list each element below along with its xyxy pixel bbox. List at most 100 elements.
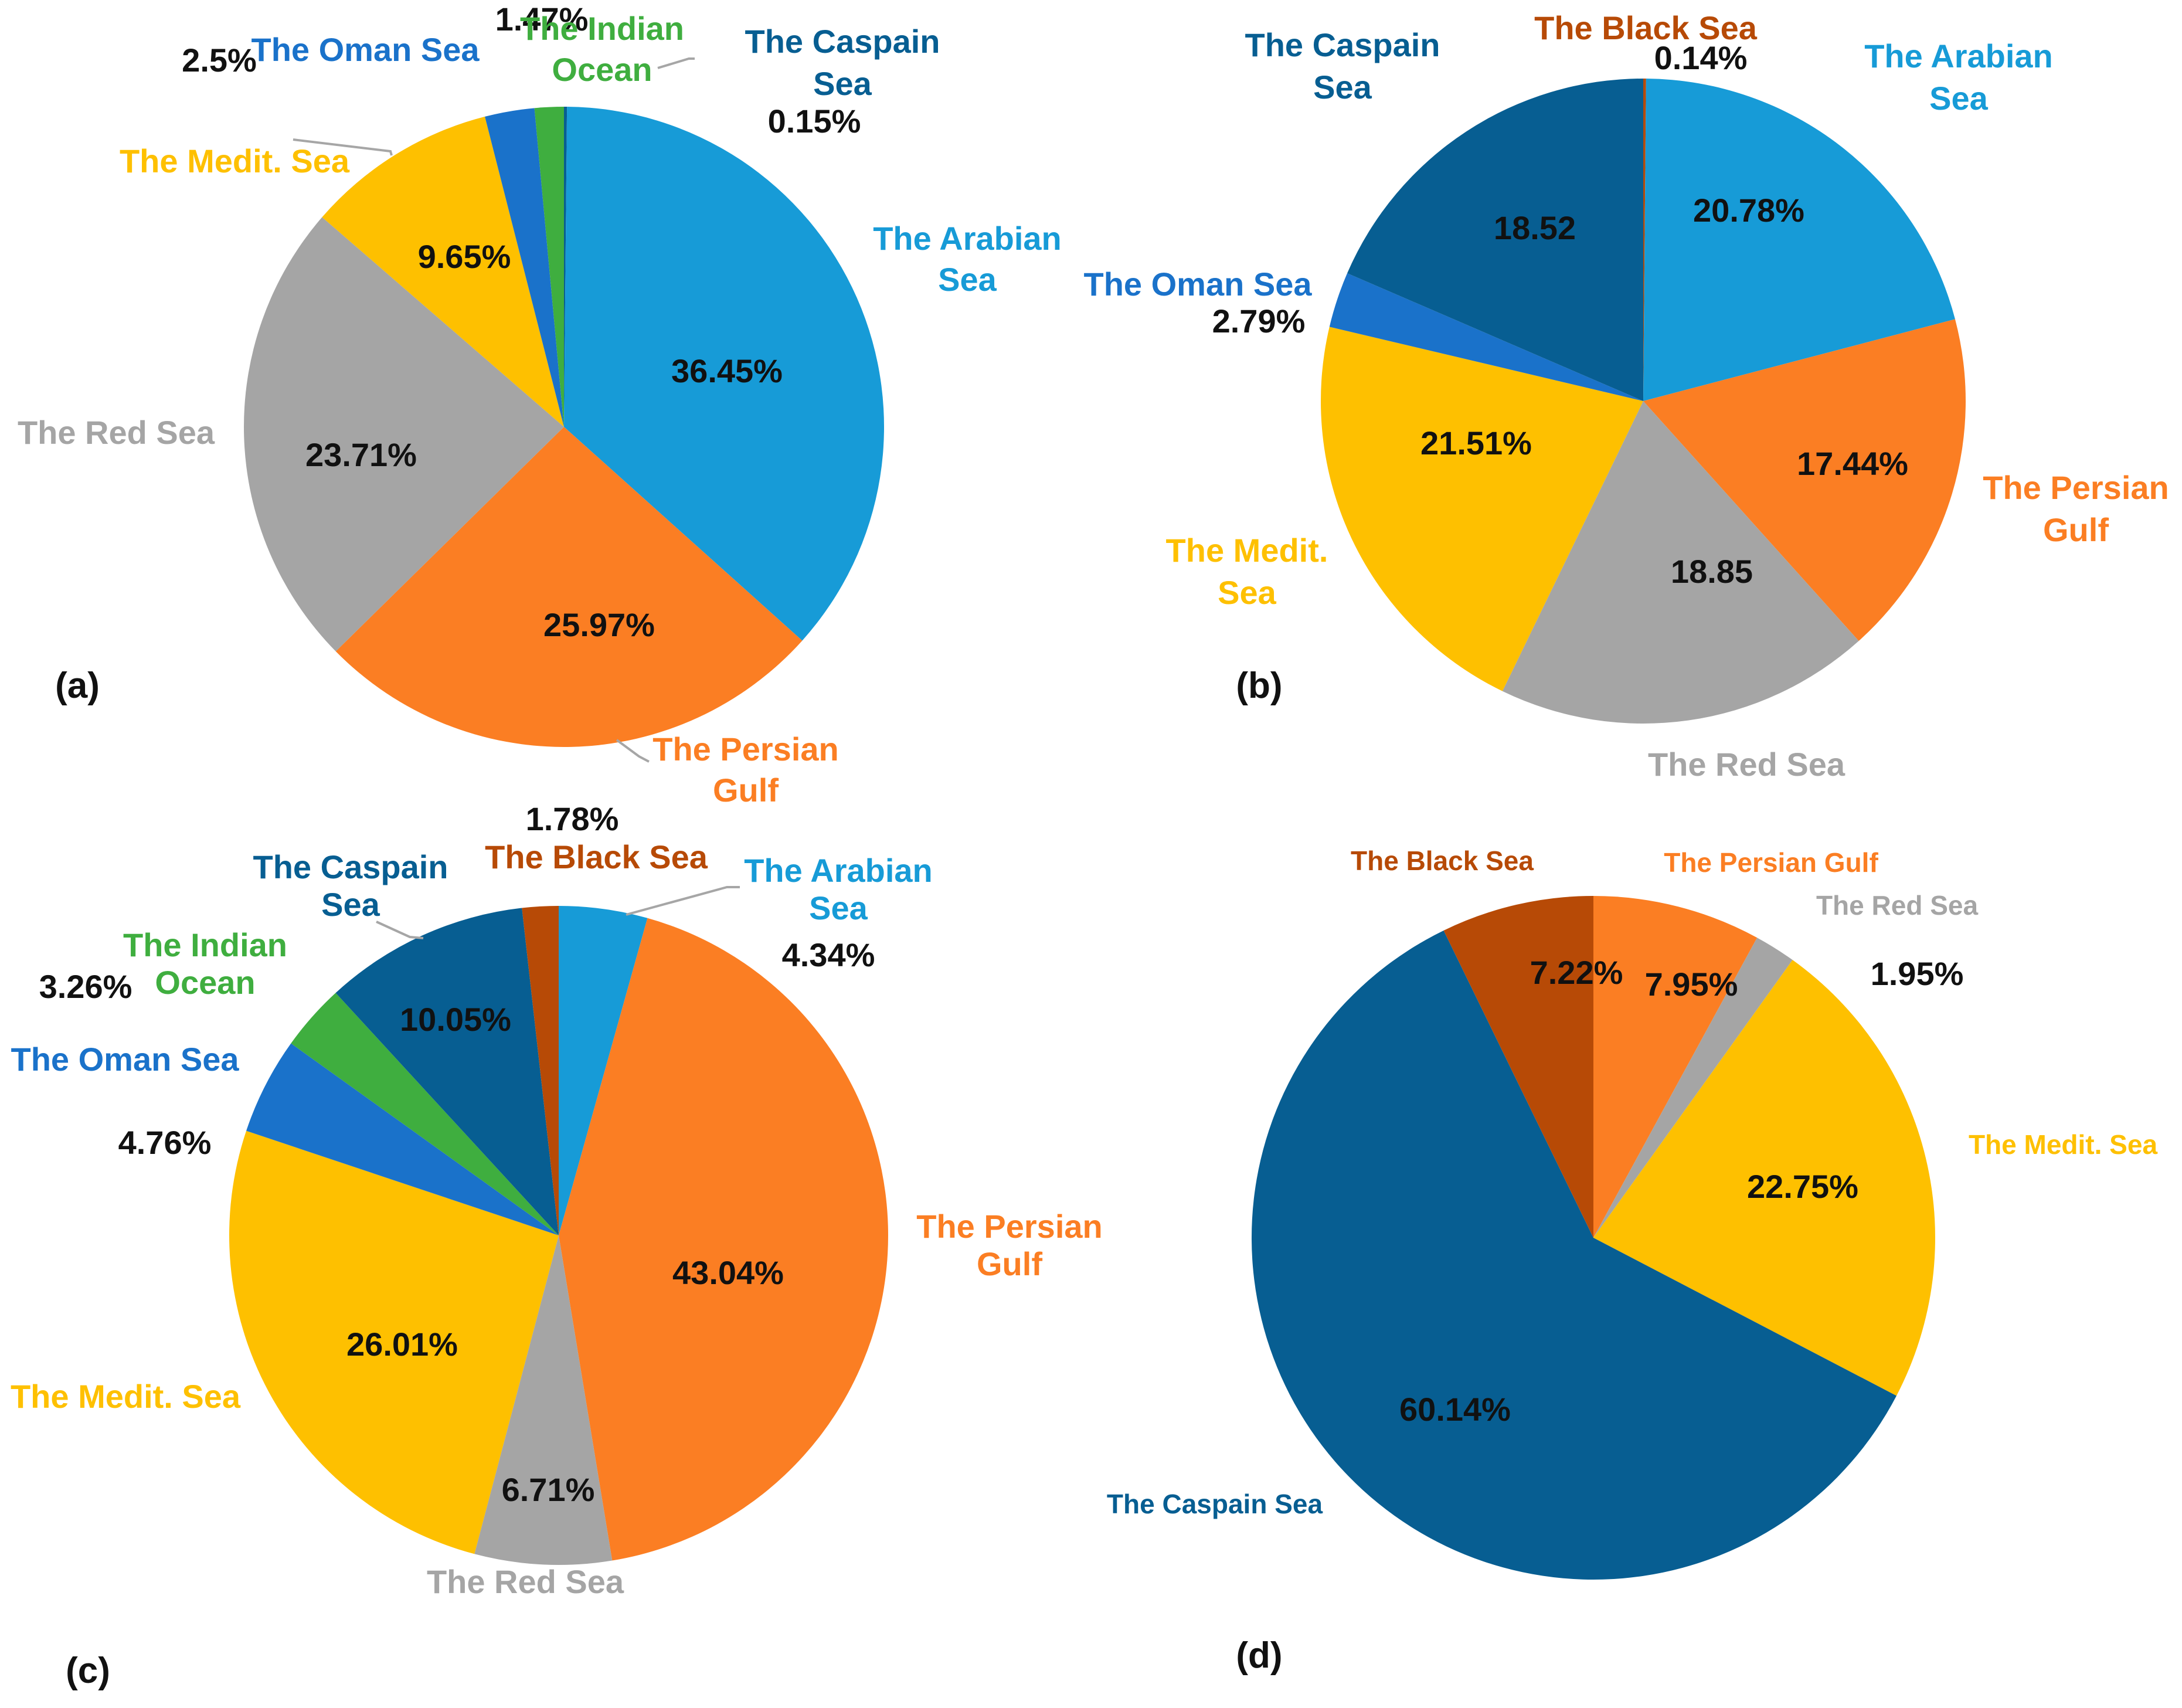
pie-b-slice-arabian	[1643, 79, 1955, 401]
pie-c-value-label-oman: 4.76%	[118, 1124, 212, 1161]
pie-b-value-label-persian: 17.44%	[1797, 445, 1908, 482]
pie-c-category-label-oman-line: The Oman Sea	[11, 1041, 239, 1078]
pie-a-leader-line-0	[616, 739, 650, 763]
pie-a-category-label-caspian-line: Sea	[813, 65, 872, 102]
pie-c-slice-black	[522, 906, 559, 1235]
pie-d-category-label-black: The Black Sea	[1351, 845, 1534, 876]
pie-d-category-label-persian-line: The Persian Gulf	[1664, 847, 1878, 878]
pie-b-value-label-red: 18.85	[1671, 553, 1753, 590]
pie-b-value-label-black: 0.14%	[1654, 39, 1748, 76]
pie-a-leader-line-1	[293, 138, 393, 156]
pie-d-value-label-persian: 7.95%	[1645, 966, 1738, 1003]
panel-letter-a: (a)	[55, 665, 100, 706]
pie-chart-b	[1321, 78, 1966, 724]
pie-a-slice-oman	[485, 108, 564, 427]
pie-a-slice-indian	[534, 106, 564, 427]
pie-c-value-label-persian: 43.04%	[672, 1254, 784, 1291]
pie-c-value-label-black: 1.78%	[526, 800, 619, 837]
pie-b-value-label-arabian: 20.78%	[1693, 192, 1804, 229]
pie-c-slice-arabian	[559, 906, 648, 1235]
panel-letter-c: (c)	[66, 1651, 110, 1691]
pie-d-value-label-caspian: 60.14%	[1399, 1391, 1511, 1428]
pie-d-category-label-caspian: The Caspain Sea	[1107, 1489, 1323, 1519]
pie-a-value-label-arabian: 36.45%	[671, 352, 783, 389]
pie-a-value-label-red: 23.71%	[305, 436, 417, 473]
pie-b-category-label-arabian-line: The Arabian	[1864, 38, 2053, 74]
pie-a-category-label-persian-line: The Persian	[652, 731, 838, 768]
pie-chart-d	[1251, 896, 1935, 1580]
pie-b-slice-oman	[1329, 273, 1643, 401]
pie-c-category-label-arabian: The Arabian Sea	[744, 852, 933, 926]
pie-chart-a	[244, 106, 885, 748]
pie-b-category-label-caspian-line: The Caspain	[1245, 26, 1440, 63]
pie-c-category-label-oman: The Oman Sea	[11, 1041, 239, 1078]
pie-c-category-label-black-line: The Black Sea	[485, 838, 708, 875]
pie-b-value-label-medit: 21.51%	[1420, 425, 1532, 461]
pie-b-slice-black	[1643, 78, 1646, 401]
pie-a-category-label-red: The Red Sea	[18, 414, 215, 451]
pie-a-slice-persian	[335, 427, 803, 748]
pie-a-value-label-medit: 9.65%	[418, 238, 511, 275]
pie-c-category-label-persian: The Persian Gulf	[916, 1208, 1102, 1282]
pie-a-slice-medit	[322, 116, 564, 427]
pie-d-category-label-medit: The Medit. Sea	[1969, 1129, 2157, 1160]
pie-d-value-label-red: 1.95%	[1871, 955, 1964, 992]
pie-c-category-label-arabian-line: Sea	[809, 889, 868, 926]
pie-a-category-label-arabian: The Arabian Sea	[873, 220, 1062, 298]
pie-d-slice-persian	[1593, 896, 1758, 1238]
pie-a-category-label-arabian-line: Sea	[938, 261, 997, 298]
pie-b-category-label-caspian: The Caspain Sea	[1245, 26, 1440, 106]
pie-c-value-label-caspian: 10.05%	[400, 1001, 511, 1038]
pie-b-category-label-caspian-line: Sea	[1313, 69, 1372, 106]
pie-d-value-label-medit: 22.75%	[1747, 1168, 1858, 1205]
pie-c-category-label-medit: The Medit. Sea	[11, 1378, 241, 1415]
pie-c-slice-persian	[559, 918, 888, 1561]
pie-a-slice-caspian	[564, 106, 567, 427]
pie-a-value-label-persian: 25.97%	[543, 606, 655, 643]
pie-d-slice-black	[1443, 896, 1593, 1238]
labels-layer: 0.15% 36.45% 25.97% 23.71% 9.65% 2.5% 1.47% The…	[11, 1, 2169, 1691]
pie-a-category-label-persian: The Persian Gulf	[652, 731, 838, 809]
pie-c-slice-indian	[291, 993, 559, 1235]
pie-c-slice-caspian	[335, 908, 559, 1235]
pie-b-category-label-black-line: The Black Sea	[1534, 9, 1758, 46]
pie-b-category-label-persian-line: The Persian	[1983, 469, 2169, 506]
pie-b-category-label-persian: The Persian Gulf	[1983, 469, 2169, 548]
pie-b-category-label-black: The Black Sea	[1534, 9, 1758, 46]
pie-a-category-label-arabian-line: The Arabian	[873, 220, 1062, 257]
pie-d-category-label-medit-line: The Medit. Sea	[1969, 1129, 2157, 1160]
pie-d-value-label-black: 7.22%	[1530, 954, 1623, 991]
pie-a-category-label-indian-line: Ocean	[552, 51, 652, 88]
pie-c-category-label-medit-line: The Medit. Sea	[11, 1378, 241, 1415]
pie-a-value-label-oman: 2.5%	[182, 42, 257, 79]
pie-b-category-label-medit: The Medit. Sea	[1166, 532, 1328, 611]
panel-letter-b: (b)	[1236, 665, 1282, 706]
pie-c-leader-line-1	[376, 921, 424, 939]
pie-c-category-label-red: The Red Sea	[427, 1563, 624, 1600]
pie-b-category-label-oman-line: The Oman Sea	[1083, 266, 1312, 303]
pie-c-category-label-indian-line: The Indian	[123, 926, 287, 963]
pie-a-value-label-caspian: 0.15%	[768, 103, 861, 140]
pie-c-category-label-persian-line: Gulf	[977, 1245, 1042, 1282]
pie-d-category-label-persian: The Persian Gulf	[1664, 847, 1878, 878]
pie-b-category-label-medit-line: Sea	[1218, 574, 1276, 611]
pie-a-value-label-indian: 1.47%	[495, 1, 589, 38]
pie-c-category-label-black: The Black Sea	[485, 838, 708, 875]
pie-a-slice-red	[244, 217, 565, 651]
pie-c-category-label-caspian-line: The Caspain	[253, 848, 448, 885]
pie-d-category-label-red-line: The Red Sea	[1816, 890, 1979, 921]
pie-b-category-label-persian-line: Gulf	[2043, 511, 2109, 548]
pie-b-category-label-oman: The Oman Sea	[1083, 266, 1312, 303]
pie-a-category-label-red-line: The Red Sea	[18, 414, 215, 451]
pie-a-leader-line-2	[657, 57, 695, 69]
pie-a-category-label-oman: The Oman Sea	[251, 31, 480, 68]
pie-c-category-label-red-line: The Red Sea	[427, 1563, 624, 1600]
pie-c-category-label-persian-line: The Persian	[916, 1208, 1102, 1245]
panel-letter-d: (d)	[1236, 1635, 1282, 1676]
pie-d-slice-medit	[1593, 960, 1935, 1396]
pie-b-slice-persian	[1643, 319, 1966, 641]
pie-a-category-label-medit: The Medit. Sea	[120, 142, 350, 179]
pie-c-category-label-caspian: The Caspain Sea	[253, 848, 448, 923]
pie-a-category-label-oman-line: The Oman Sea	[251, 31, 480, 68]
pie-b-slice-medit	[1321, 327, 1643, 691]
